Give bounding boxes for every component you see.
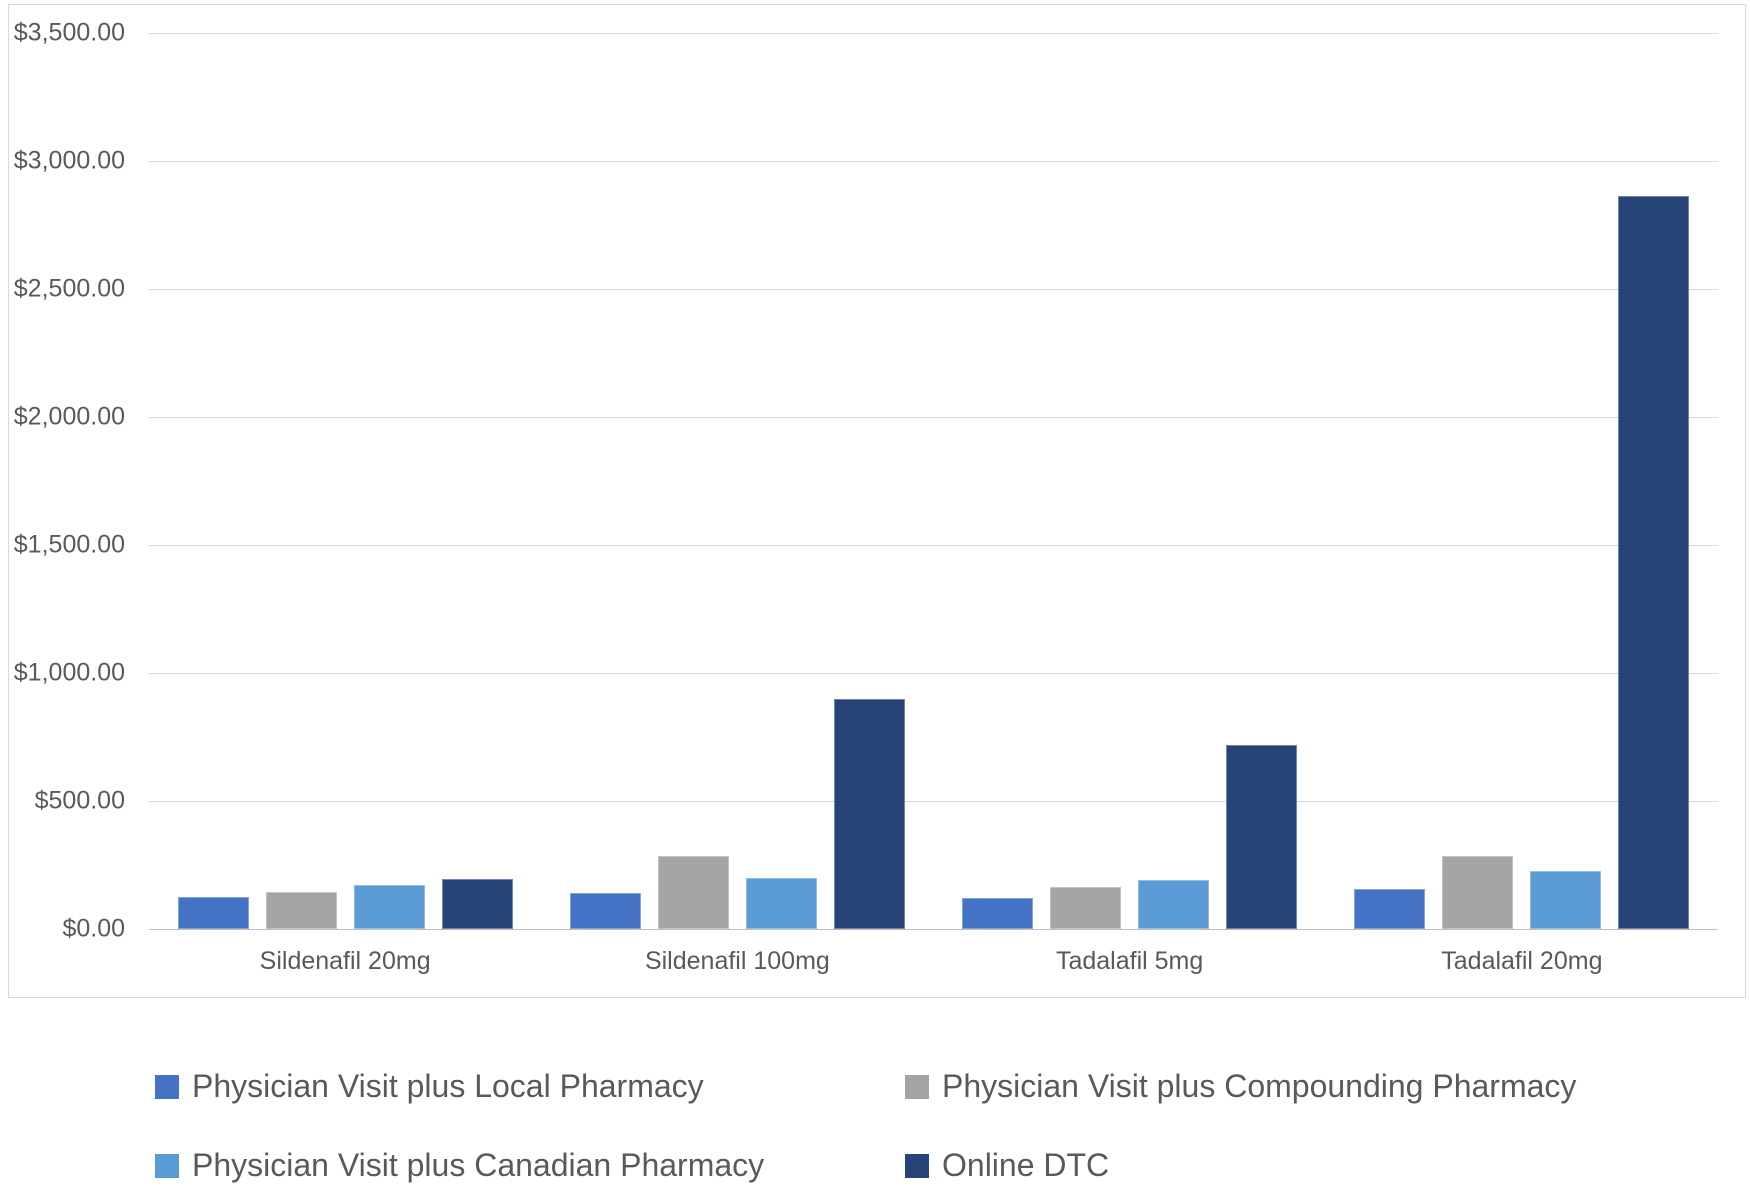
bar-group [934,33,1326,929]
bar [569,893,641,929]
bar-series-area [149,33,1718,929]
legend-item: Online DTC [905,1147,1695,1184]
y-axis-tick-label: $2,500.00 [13,274,125,303]
x-axis-category-labels: Sildenafil 20mg Sildenafil 100mg Tadalafil… [149,947,1718,976]
y-axis-tick-label: $3,000.00 [13,146,125,175]
legend-swatch-icon [905,1074,929,1099]
bar [833,698,905,929]
bar [1530,871,1602,929]
y-axis-tick-label: $2,000.00 [13,402,125,431]
bar-group [149,33,541,929]
x-axis-category-label: Sildenafil 100mg [644,947,830,975]
gridline [149,288,1718,290]
bar [962,898,1034,929]
x-axis-category-label: Tadalafil 20mg [1441,947,1603,975]
legend-label: Physician Visit plus Canadian Pharmacy [192,1147,765,1183]
bar [1618,195,1690,929]
bar-group [1326,33,1718,929]
legend-label: Physician Visit plus Compounding Pharmac… [942,1068,1577,1104]
gridline [149,800,1718,802]
gridline [149,32,1718,34]
x-axis-line [149,928,1718,930]
legend-item: Physician Visit plus Local Pharmacy [155,1068,905,1105]
bar-group [541,33,933,929]
legend-swatch-icon [155,1074,179,1099]
legend-item: Physician Visit plus Canadian Pharmacy [155,1147,905,1184]
y-axis-tick-label: $1,500.00 [13,530,125,559]
y-axis-tick-label: $3,500.00 [13,18,125,47]
bar [1050,886,1122,929]
x-axis-category-label: Sildenafil 20mg [259,947,431,975]
gridline [149,160,1718,162]
legend-item: Physician Visit plus Compounding Pharmac… [905,1068,1695,1105]
legend-label: Physician Visit plus Local Pharmacy [192,1068,704,1104]
legend-swatch-icon [155,1153,179,1178]
bar [1226,744,1298,929]
x-axis-category-label: Tadalafil 5mg [1055,947,1204,975]
gridline [149,544,1718,546]
y-axis-tick-label: $0.00 [62,914,125,943]
legend: Physician Visit plus Local Pharmacy Physi… [155,1068,1695,1184]
bar [353,885,425,929]
gridline [149,672,1718,674]
bar [441,879,513,929]
bar [745,877,817,929]
legend-label: Online DTC [942,1147,1110,1183]
y-axis-tick-label: $500.00 [34,786,125,815]
y-axis: $0.00 $500.00 $1,000.00 $1,500.00 $2,000.00 $… [9,19,125,943]
bar [265,891,337,929]
bar [1354,889,1426,929]
plot-area [149,32,1718,930]
chart-plot-container: $0.00 $500.00 $1,000.00 $1,500.00 $2,000.00 $… [8,4,1746,998]
bar [177,897,249,929]
gridline [149,416,1718,418]
bar [1138,880,1210,929]
bar [1442,856,1514,929]
legend-swatch-icon [905,1153,929,1178]
y-axis-tick-label: $1,000.00 [13,658,125,687]
bar [657,856,729,929]
